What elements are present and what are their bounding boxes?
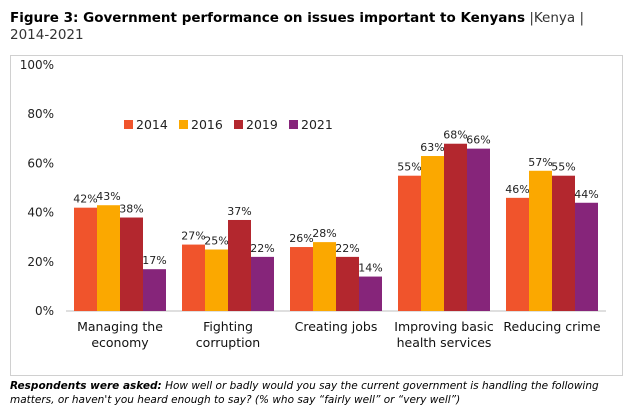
data-label: 17%: [142, 254, 166, 267]
bar-2016: [205, 249, 228, 311]
title-main: Figure 3: Government performance on issu…: [10, 10, 526, 26]
bar-2016: [313, 242, 336, 311]
footnote: Respondents were asked: How well or badl…: [10, 379, 625, 407]
legend-swatch: [179, 120, 188, 129]
bar-2021: [575, 202, 598, 311]
legend-label: 2021: [301, 117, 333, 132]
data-label: 37%: [227, 205, 251, 218]
data-label: 27%: [181, 230, 205, 243]
data-label: 66%: [466, 134, 490, 147]
bar-2016: [529, 170, 552, 311]
data-label: 46%: [505, 183, 529, 196]
x-category-label: Improving basic: [394, 319, 494, 334]
legend-swatch: [234, 120, 243, 129]
data-label: 42%: [73, 193, 97, 206]
x-category-label: Reducing crime: [503, 319, 601, 334]
legend-label: 2014: [136, 117, 168, 132]
data-label: 38%: [119, 203, 143, 216]
x-category-label: Fighting: [203, 319, 253, 334]
chart-frame: [10, 55, 623, 376]
x-category-label: Managing the: [77, 319, 163, 334]
y-tick-label: 100%: [20, 58, 54, 72]
x-category-label: health services: [397, 335, 492, 350]
y-tick-label: 40%: [27, 206, 54, 220]
data-label: 68%: [443, 129, 467, 142]
data-label: 26%: [289, 232, 313, 245]
chart-title: Figure 3: Government performance on issu…: [10, 10, 610, 44]
data-label: 43%: [96, 190, 120, 203]
x-category-label: economy: [91, 335, 149, 350]
data-label: 55%: [397, 161, 421, 174]
bar-2019: [336, 256, 359, 311]
data-label: 22%: [335, 242, 359, 255]
legend-label: 2016: [191, 117, 223, 132]
bar-2019: [228, 219, 251, 311]
data-label: 63%: [420, 141, 444, 154]
y-tick-label: 80%: [27, 107, 54, 121]
bar-2021: [143, 269, 166, 311]
data-label: 25%: [204, 235, 228, 248]
bar-2014: [506, 197, 529, 311]
data-label: 44%: [574, 188, 598, 201]
bar-2014: [398, 175, 421, 311]
bar-2016: [97, 205, 120, 311]
bar-2021: [359, 276, 382, 311]
data-label: 28%: [312, 227, 336, 240]
bar-2021: [467, 148, 490, 311]
bar-2014: [74, 207, 97, 311]
y-tick-label: 20%: [27, 255, 54, 269]
legend-label: 2019: [246, 117, 278, 132]
bar-2019: [552, 175, 575, 311]
bar-2019: [120, 217, 143, 311]
bar-2019: [444, 143, 467, 311]
footnote-text: How well or badly would you say the curr…: [10, 380, 599, 406]
data-label: 22%: [250, 242, 274, 255]
bar-2021: [251, 256, 274, 311]
legend-swatch: [124, 120, 133, 129]
title-sub: |Kenya | 2014-2021: [10, 10, 585, 43]
footnote-lead: Respondents were asked:: [10, 380, 162, 392]
bar-2014: [182, 244, 205, 311]
bar-2014: [290, 247, 313, 311]
data-label: 55%: [551, 161, 575, 174]
legend-swatch: [289, 120, 298, 129]
data-label: 14%: [358, 262, 382, 275]
y-tick-label: 60%: [27, 156, 54, 170]
data-label: 57%: [528, 156, 552, 169]
x-category-label: Creating jobs: [295, 319, 378, 334]
y-tick-label: 0%: [35, 304, 54, 318]
x-category-label: corruption: [196, 335, 260, 350]
bar-2016: [421, 156, 444, 311]
